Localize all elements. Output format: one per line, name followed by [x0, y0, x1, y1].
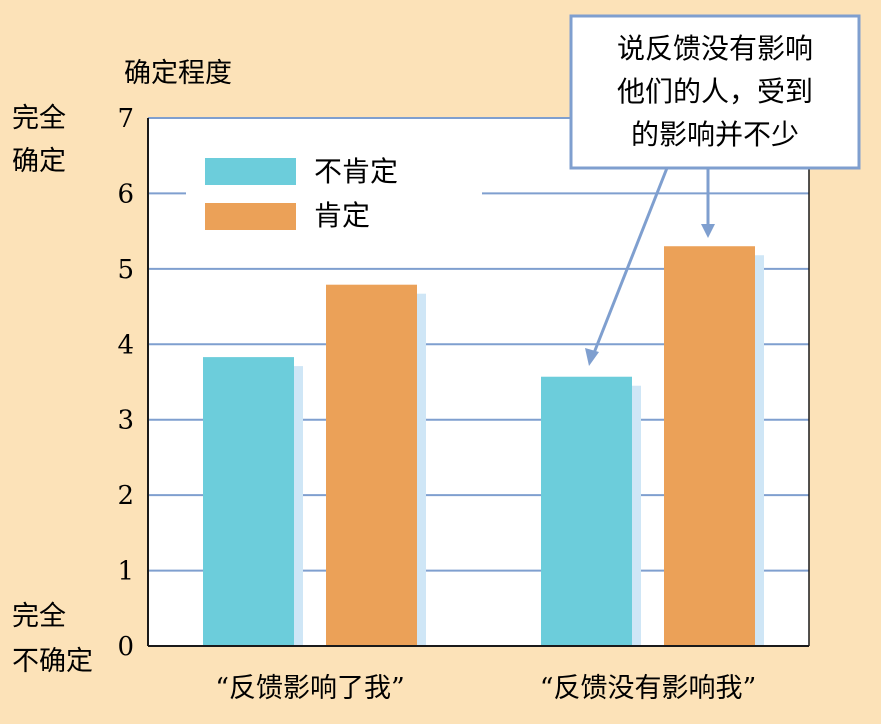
legend: 不肯定 肯定: [186, 140, 482, 248]
x-category-label: “反馈没有影响我”: [540, 673, 757, 704]
annotation-line3: 的影响并不少: [631, 118, 799, 151]
annotation-arrowhead: [701, 224, 715, 238]
annotation-arrow-line: [590, 167, 669, 359]
y-tick-label: 4: [117, 330, 134, 360]
y-tick-label: 2: [117, 481, 134, 511]
bar: [326, 284, 417, 646]
legend-label-certain: 肯定: [314, 199, 370, 232]
y-axis-title: 确定程度: [124, 58, 232, 89]
bar: [541, 376, 632, 646]
annotation-box: [569, 14, 861, 170]
y-tick-label: 5: [117, 255, 134, 285]
legend-swatch-certain: [205, 203, 296, 230]
y-tick-labels: 0 1 2 3 4 5 6 7: [117, 104, 134, 662]
y-bottom-label-line1: 完全: [12, 601, 66, 632]
bar: [203, 357, 294, 646]
y-tick-label: 1: [117, 557, 134, 587]
y-tick-label: 6: [117, 179, 134, 209]
annotation-line2: 他们的人，受到: [617, 75, 813, 108]
y-top-label-line2: 确定: [12, 146, 66, 177]
bars: [203, 246, 764, 646]
y-tick-label: 0: [117, 632, 134, 662]
legend-swatch-uncertain: [205, 158, 296, 185]
legend-label-uncertain: 不肯定: [314, 155, 398, 188]
bar: [664, 246, 755, 646]
x-category-label: “反馈影响了我”: [215, 673, 405, 704]
y-bottom-label-line2: 不确定: [12, 646, 93, 677]
y-top-label-line1: 完全: [12, 103, 66, 134]
y-tick-label: 3: [117, 406, 134, 436]
annotation-callout: 说反馈没有影响 他们的人，受到 的影响并不少: [569, 14, 861, 366]
annotation-line1: 说反馈没有影响: [617, 32, 813, 65]
annotation-arrowhead: [585, 348, 599, 366]
y-tick-label: 7: [117, 104, 134, 134]
